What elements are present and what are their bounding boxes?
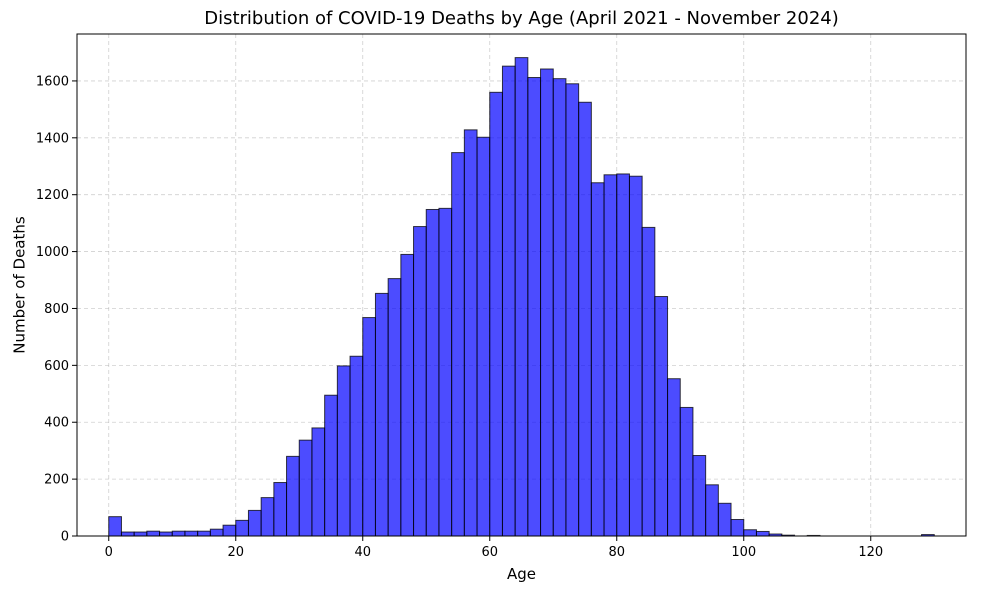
x-tick-label: 120 [858,545,883,560]
histogram-bar [705,484,719,537]
histogram-bar [197,530,211,537]
x-axis-ticks: 0 20 40 60 80 100 120 [105,536,883,560]
y-tick-label: 600 [44,359,69,374]
x-tick-label: 100 [731,545,756,560]
histogram-bar [667,378,681,537]
y-tick-label: 0 [61,530,69,545]
chart-title: Distribution of COVID-19 Deaths by Age (… [204,8,839,29]
histogram-bar [298,439,313,537]
histogram-bar [413,226,427,537]
histogram-bar [311,427,326,537]
histogram-bar [755,530,770,537]
y-axis-label: Number of Deaths [11,216,29,354]
histogram-bar [247,509,262,537]
y-tick-label: 1600 [36,74,69,89]
histogram-bar [425,208,440,537]
y-axis-ticks: 0 200 400 600 800 1000 1200 1400 1600 [36,74,77,545]
x-tick-label: 0 [105,545,113,560]
histogram-bar [286,455,300,537]
histogram-bar [362,317,376,537]
histogram-bar [146,530,161,537]
histogram-bar [717,502,732,537]
histogram-bar [324,394,338,537]
histogram-bar [463,129,478,537]
histogram-bar [349,355,364,537]
histogram-bar [616,173,630,537]
x-axis-label: Age [507,565,536,583]
histogram-bar [590,182,605,537]
histogram-bar [679,406,694,537]
histogram-bar [260,497,275,537]
histogram-bar [108,516,122,537]
y-tick-label: 400 [44,416,69,431]
histogram-bar [578,101,592,537]
histogram-bar [374,292,389,537]
x-tick-label: 80 [608,545,625,560]
y-tick-label: 800 [44,302,69,317]
histogram-bar [273,482,288,537]
histogram-bar [743,529,757,537]
histogram-bar [159,531,173,537]
histogram-bar [501,65,516,537]
histogram-bar [209,528,224,537]
histogram-bars [108,57,935,537]
y-tick-label: 1400 [36,131,69,146]
histogram-bar [133,531,148,537]
histogram-bar [120,531,135,537]
histogram-bar [489,91,503,537]
x-tick-label: 40 [354,545,371,560]
histogram-bar [235,519,249,537]
histogram-bar [171,530,186,537]
histogram-bar [540,68,554,537]
histogram-bar [451,152,465,537]
histogram-bar [527,77,542,537]
histogram-bar [336,365,351,537]
histogram-bar [641,226,656,537]
histogram-bar [628,175,643,537]
histogram-bar [476,136,491,537]
histogram-bar [552,78,567,537]
histogram-bar [514,57,529,537]
y-tick-label: 1000 [36,245,69,260]
histogram-bar [565,83,580,537]
histogram-bar [438,207,453,537]
histogram-bar [730,519,745,537]
x-tick-label: 20 [227,545,244,560]
histogram-bar [400,253,415,537]
histogram-bar [603,174,618,537]
histogram-bar [184,530,199,537]
plot-frame [76,33,967,537]
histogram-bar [692,455,707,537]
histogram-bar [387,278,402,537]
histogram-bar [654,296,669,537]
y-tick-label: 200 [44,473,69,488]
x-tick-label: 60 [481,545,498,560]
histogram-bar [222,524,237,537]
y-tick-label: 1200 [36,188,69,203]
